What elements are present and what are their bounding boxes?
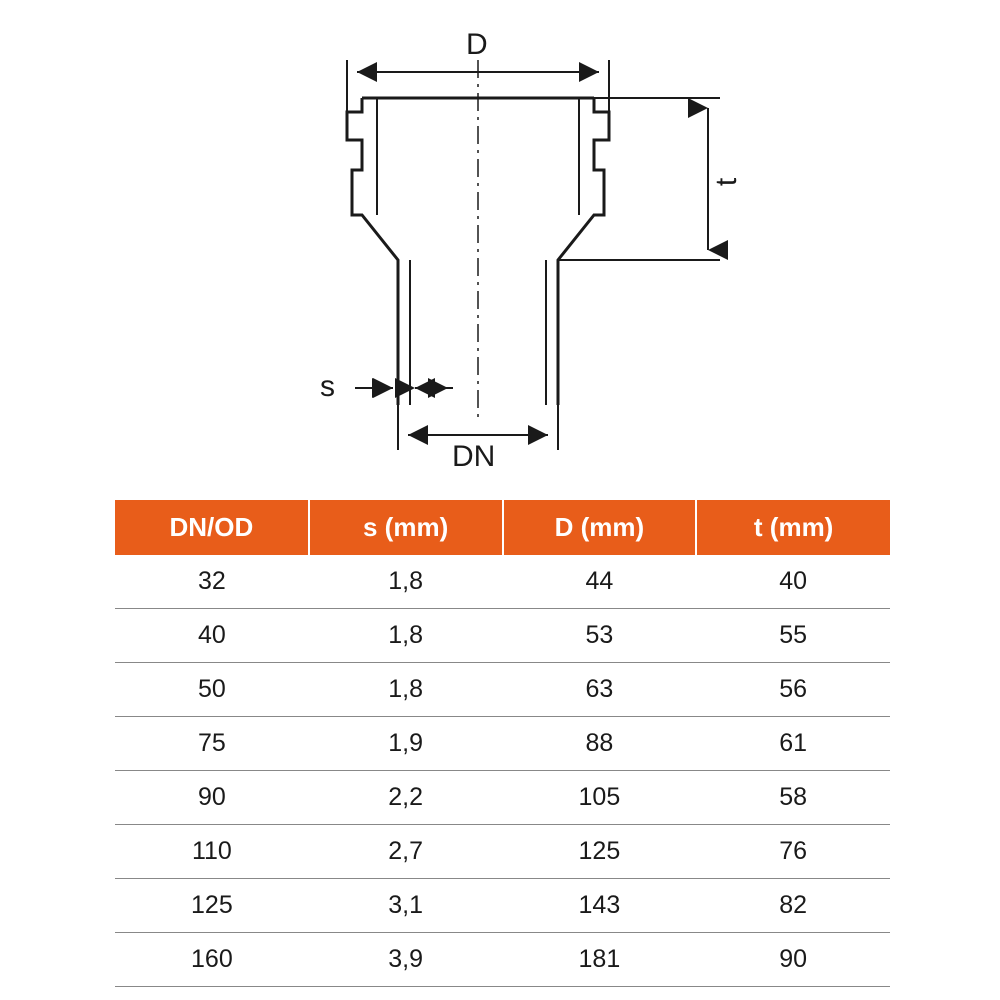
table-cell: 90 [115,771,309,825]
table-cell: 3,9 [309,933,503,987]
table-cell: 44 [503,555,697,609]
dim-label-t: t [710,178,744,186]
table-cell: 143 [503,879,697,933]
table-cell: 1,8 [309,555,503,609]
table-cell: 125 [503,825,697,879]
page-container: D t s DN DN/OD s (mm) D (mm) t (mm) 321,… [0,0,1000,1000]
table-cell: 50 [115,663,309,717]
table-cell: 75 [115,717,309,771]
table-cell: 82 [696,879,890,933]
col-header-d: D (mm) [503,500,697,555]
table-cell: 1,8 [309,663,503,717]
table-cell: 40 [115,609,309,663]
col-header-s: s (mm) [309,500,503,555]
table-row: 902,210558 [115,771,890,825]
pipe-diagram-svg [0,0,1000,480]
table-cell: 63 [503,663,697,717]
technical-diagram: D t s DN [0,0,1000,480]
table-cell: 125 [115,879,309,933]
table-cell: 76 [696,825,890,879]
table-cell: 1,9 [309,717,503,771]
dim-label-s: s [320,370,335,404]
col-header-t: t (mm) [696,500,890,555]
table-header-row: DN/OD s (mm) D (mm) t (mm) [115,500,890,555]
col-header-dnod: DN/OD [115,500,309,555]
table-cell: 3,1 [309,879,503,933]
table-cell: 32 [115,555,309,609]
table-cell: 181 [503,933,697,987]
table-cell: 58 [696,771,890,825]
table-cell: 88 [503,717,697,771]
dimensions-table: DN/OD s (mm) D (mm) t (mm) 321,84440401,… [115,500,890,987]
table-cell: 56 [696,663,890,717]
table-row: 1102,712576 [115,825,890,879]
table-cell: 105 [503,771,697,825]
table-cell: 110 [115,825,309,879]
table-row: 751,98861 [115,717,890,771]
dim-label-dn: DN [452,440,495,474]
table-cell: 160 [115,933,309,987]
table-cell: 90 [696,933,890,987]
table-cell: 2,2 [309,771,503,825]
table-row: 401,85355 [115,609,890,663]
table-row: 1253,114382 [115,879,890,933]
table-cell: 53 [503,609,697,663]
table-cell: 40 [696,555,890,609]
table-cell: 1,8 [309,609,503,663]
dim-label-d: D [466,28,488,62]
dimensions-table-container: DN/OD s (mm) D (mm) t (mm) 321,84440401,… [115,500,890,987]
table-row: 501,86356 [115,663,890,717]
table-cell: 61 [696,717,890,771]
table-row: 1603,918190 [115,933,890,987]
table-cell: 55 [696,609,890,663]
table-body: 321,84440401,85355501,86356751,98861902,… [115,555,890,987]
table-row: 321,84440 [115,555,890,609]
table-cell: 2,7 [309,825,503,879]
